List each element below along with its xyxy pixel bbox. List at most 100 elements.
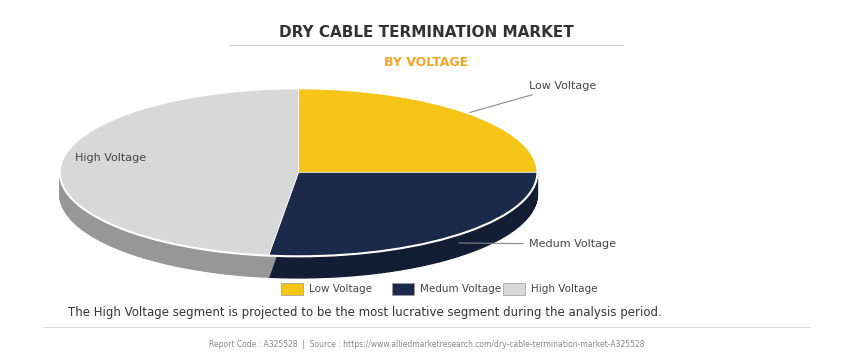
Polygon shape (486, 223, 488, 246)
Polygon shape (369, 252, 373, 274)
Text: DRY CABLE TERMINATION MARKET: DRY CABLE TERMINATION MARKET (279, 25, 573, 40)
Polygon shape (337, 255, 342, 277)
Polygon shape (527, 195, 528, 218)
Polygon shape (520, 202, 521, 225)
Polygon shape (463, 232, 466, 255)
Polygon shape (354, 254, 358, 276)
Polygon shape (514, 207, 515, 230)
Polygon shape (492, 220, 495, 242)
Text: Low Voltage: Low Voltage (466, 81, 596, 113)
Polygon shape (526, 196, 527, 219)
Polygon shape (439, 239, 441, 262)
Polygon shape (396, 248, 400, 270)
Polygon shape (521, 201, 523, 223)
Polygon shape (317, 256, 321, 278)
Text: High Voltage: High Voltage (530, 284, 596, 294)
Polygon shape (261, 255, 268, 277)
Polygon shape (155, 239, 161, 262)
Polygon shape (186, 246, 193, 269)
Polygon shape (483, 224, 486, 247)
Polygon shape (404, 247, 407, 269)
Polygon shape (523, 199, 524, 222)
Polygon shape (101, 219, 105, 243)
Polygon shape (389, 250, 392, 272)
Polygon shape (377, 251, 381, 273)
Polygon shape (138, 235, 144, 258)
Polygon shape (349, 254, 354, 276)
Polygon shape (280, 256, 285, 278)
Polygon shape (512, 209, 514, 231)
Polygon shape (285, 256, 289, 278)
Polygon shape (441, 238, 445, 261)
Polygon shape (149, 238, 155, 261)
Text: High Voltage: High Voltage (75, 153, 147, 163)
Polygon shape (466, 231, 469, 253)
Polygon shape (417, 244, 422, 266)
Polygon shape (414, 245, 417, 267)
Polygon shape (123, 229, 128, 253)
Polygon shape (502, 215, 504, 238)
Polygon shape (515, 206, 517, 229)
Polygon shape (298, 88, 537, 172)
Polygon shape (268, 172, 298, 277)
Polygon shape (268, 172, 298, 277)
Polygon shape (495, 219, 498, 241)
Polygon shape (77, 204, 79, 227)
Polygon shape (226, 252, 233, 275)
Polygon shape (93, 215, 96, 239)
Text: Low Voltage: Low Voltage (308, 284, 371, 294)
FancyBboxPatch shape (503, 283, 524, 295)
Polygon shape (458, 234, 461, 256)
Polygon shape (113, 225, 118, 249)
Polygon shape (233, 253, 239, 275)
Polygon shape (504, 214, 506, 237)
Polygon shape (89, 213, 93, 237)
Polygon shape (74, 201, 77, 225)
Polygon shape (385, 250, 389, 272)
Polygon shape (452, 236, 454, 258)
Polygon shape (199, 249, 205, 271)
Polygon shape (79, 206, 83, 230)
Polygon shape (205, 250, 212, 272)
Polygon shape (498, 217, 499, 240)
Polygon shape (509, 210, 512, 233)
Polygon shape (435, 240, 439, 263)
FancyBboxPatch shape (281, 283, 302, 295)
Polygon shape (72, 199, 74, 223)
Polygon shape (268, 172, 537, 256)
Polygon shape (358, 253, 361, 275)
Polygon shape (361, 253, 366, 275)
Polygon shape (429, 242, 432, 264)
Polygon shape (309, 256, 314, 278)
Polygon shape (530, 191, 531, 214)
Polygon shape (254, 255, 261, 277)
Polygon shape (499, 216, 502, 239)
Polygon shape (333, 255, 337, 277)
Polygon shape (96, 217, 101, 241)
Polygon shape (67, 194, 69, 218)
Polygon shape (366, 252, 369, 275)
Polygon shape (83, 208, 85, 232)
Polygon shape (64, 189, 66, 213)
Polygon shape (506, 213, 508, 235)
Polygon shape (289, 256, 293, 278)
Polygon shape (528, 194, 529, 216)
Polygon shape (173, 244, 179, 267)
Polygon shape (519, 203, 520, 226)
Polygon shape (330, 255, 333, 277)
Polygon shape (325, 256, 330, 277)
Polygon shape (293, 256, 296, 278)
Polygon shape (373, 252, 377, 274)
Polygon shape (305, 256, 309, 278)
Polygon shape (314, 256, 317, 278)
Polygon shape (167, 242, 173, 265)
Polygon shape (144, 236, 149, 260)
Text: BY VOLTAGE: BY VOLTAGE (384, 56, 468, 69)
Polygon shape (179, 245, 186, 268)
Polygon shape (273, 256, 276, 278)
Polygon shape (381, 251, 385, 272)
Polygon shape (491, 221, 492, 244)
Polygon shape (109, 223, 113, 247)
Polygon shape (239, 254, 247, 276)
Polygon shape (301, 256, 305, 278)
